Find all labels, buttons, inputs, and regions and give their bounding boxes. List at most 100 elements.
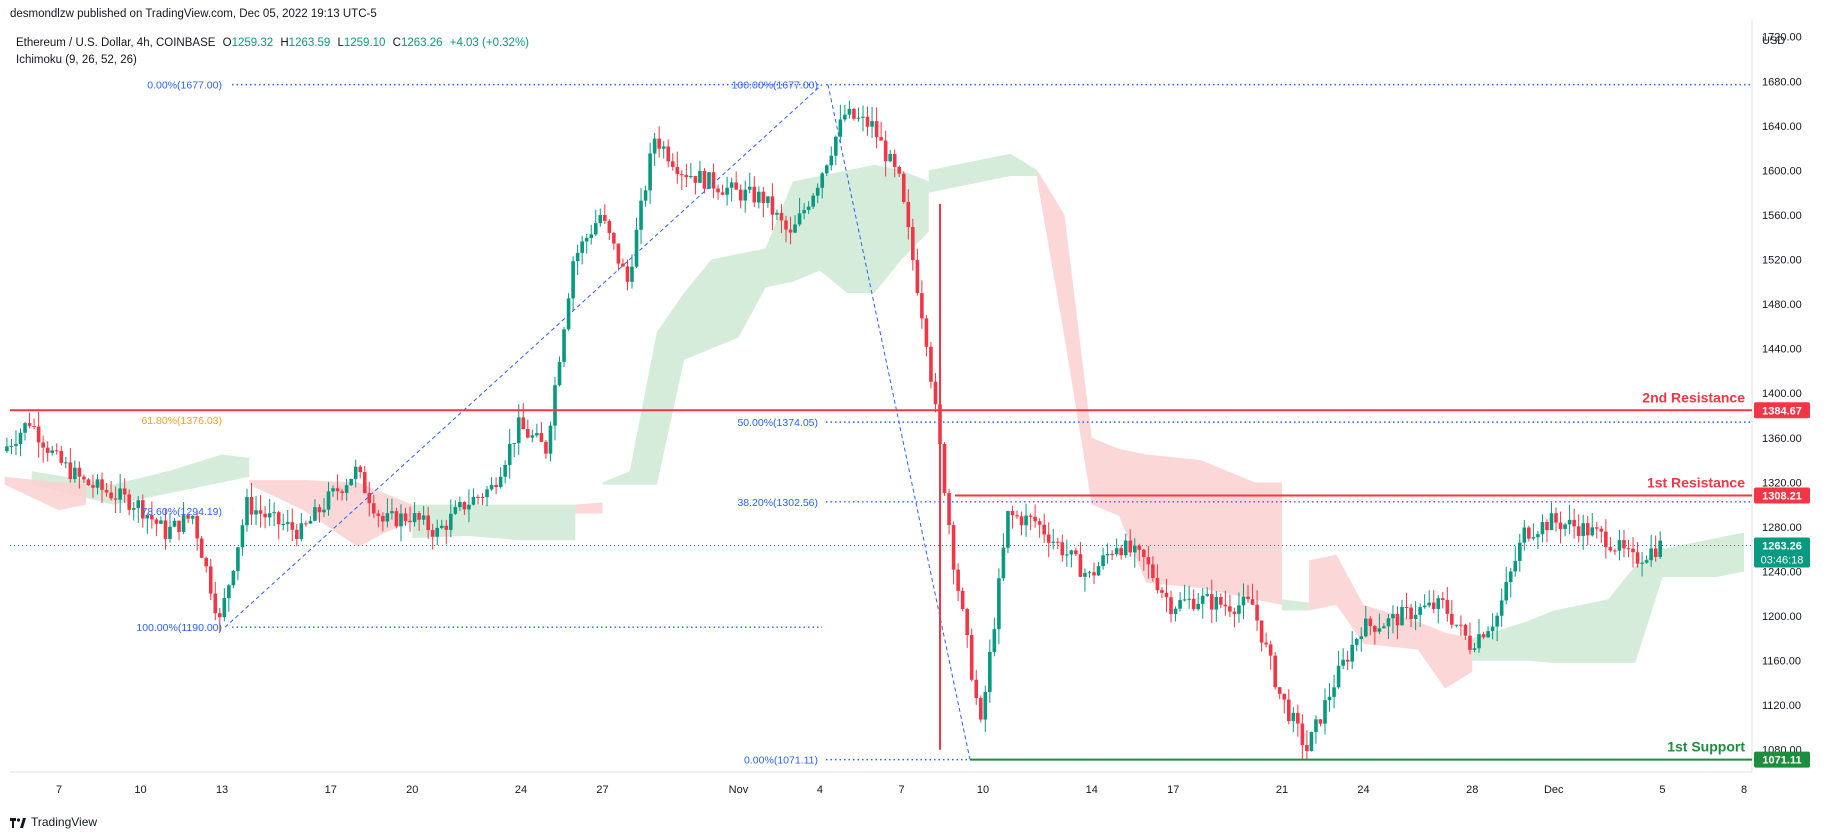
candle-body xyxy=(1291,712,1296,722)
candle-body xyxy=(997,578,1001,630)
candle-body xyxy=(1155,577,1160,591)
candle-body xyxy=(50,450,55,453)
candle-body xyxy=(1422,605,1427,608)
candle-body xyxy=(412,513,417,523)
y-tick-label: 1720.00 xyxy=(1762,32,1802,44)
candle-body xyxy=(1232,611,1237,614)
candle-body xyxy=(593,223,598,235)
candle-body xyxy=(1019,516,1024,526)
tradingview-logo[interactable]: TradingView xyxy=(10,815,97,829)
candle-body xyxy=(689,176,693,178)
close-label: C xyxy=(392,37,401,49)
candle-body xyxy=(1114,548,1119,555)
candle-body xyxy=(766,196,770,203)
candle-body xyxy=(1087,572,1092,574)
legend-ohlc-row: Ethereum / U.S. Dollar, 4h, COINBASE O12… xyxy=(16,35,529,52)
candle-body xyxy=(571,261,575,299)
candle-body xyxy=(901,173,906,202)
low-label: L xyxy=(337,37,344,49)
candle-body xyxy=(648,153,652,191)
candle-body xyxy=(1594,527,1599,529)
candle-body xyxy=(313,507,317,521)
fib-level-label: 50.00%(1374.05) xyxy=(737,417,818,429)
cloud-bull-segment xyxy=(1472,532,1744,663)
candle-body xyxy=(852,108,856,119)
candle-body xyxy=(507,443,512,465)
key-level-price-tag xyxy=(1754,751,1810,768)
candle-body xyxy=(27,423,32,427)
candle-body xyxy=(1386,618,1391,627)
candle-body xyxy=(892,153,897,167)
candle-body xyxy=(612,232,616,244)
candle-body xyxy=(1078,554,1083,577)
candle-body xyxy=(32,426,36,428)
candle-body xyxy=(743,189,748,201)
candle-body xyxy=(1110,553,1114,555)
candle-body xyxy=(349,479,353,486)
candle-body xyxy=(430,529,435,537)
candle-body xyxy=(1427,602,1431,606)
candle-body xyxy=(204,557,209,567)
key-level-name: 1st Support xyxy=(1667,739,1745,755)
candle-body xyxy=(1418,607,1422,615)
candle-body xyxy=(254,510,258,515)
candle-body xyxy=(1454,624,1459,626)
candle-body xyxy=(1653,548,1658,557)
candle-body xyxy=(186,515,190,519)
y-tick-label: 1360.00 xyxy=(1762,433,1802,445)
candle-body xyxy=(915,260,920,294)
candle-body xyxy=(1228,606,1232,612)
candle-body xyxy=(1395,613,1400,626)
cloud-bull-segment xyxy=(412,504,576,541)
candle-body xyxy=(974,679,979,699)
candle-body xyxy=(1214,596,1219,610)
candle-body xyxy=(1540,521,1545,535)
low-value: 1259.10 xyxy=(343,37,386,49)
candle-body xyxy=(1196,603,1200,610)
candle-body xyxy=(1622,540,1626,549)
candle-body xyxy=(1033,516,1037,522)
candle-body xyxy=(711,172,716,189)
indicator-title[interactable]: Ichimoku (9, 26, 52, 26) xyxy=(16,54,137,66)
candle-body xyxy=(100,479,104,490)
candle-body xyxy=(390,511,394,514)
candle-body xyxy=(399,513,403,527)
candle-body xyxy=(1377,628,1382,632)
candle-body xyxy=(870,121,874,127)
candle-body xyxy=(480,496,485,498)
y-tick-label: 1440.00 xyxy=(1762,344,1802,356)
candle-body xyxy=(1472,648,1477,650)
candle-body xyxy=(73,467,77,480)
bar-countdown-label: 03:46:18 xyxy=(1761,555,1804,567)
candle-body xyxy=(1617,540,1622,551)
candle-body xyxy=(77,467,82,477)
candle-body xyxy=(1345,659,1350,662)
candle-body xyxy=(340,491,344,493)
candle-body xyxy=(1554,513,1558,523)
candle-body xyxy=(1200,595,1205,604)
candle-body xyxy=(670,161,675,167)
candle-body xyxy=(725,187,729,195)
candle-body xyxy=(1631,548,1635,553)
candle-body xyxy=(1318,719,1323,724)
x-tick-label: 24 xyxy=(515,784,527,796)
candle-body xyxy=(263,513,267,518)
candle-body xyxy=(548,425,553,454)
currency-label: USD xyxy=(1762,35,1786,47)
candle-body xyxy=(367,493,372,504)
candle-body xyxy=(1219,596,1223,605)
candle-body xyxy=(1191,598,1196,610)
candle-body xyxy=(1246,596,1250,600)
candle-body xyxy=(213,593,218,614)
candle-body xyxy=(91,485,95,488)
symbol-title[interactable]: Ethereum / U.S. Dollar, 4h, COINBASE xyxy=(16,37,216,49)
candle-body xyxy=(575,252,580,262)
candle-body xyxy=(824,165,829,174)
candle-body xyxy=(779,212,784,221)
candle-body xyxy=(625,266,630,282)
x-tick-label: 10 xyxy=(977,784,989,796)
candle-body xyxy=(784,220,788,230)
candle-body xyxy=(1286,699,1291,722)
candle-body xyxy=(960,590,965,610)
